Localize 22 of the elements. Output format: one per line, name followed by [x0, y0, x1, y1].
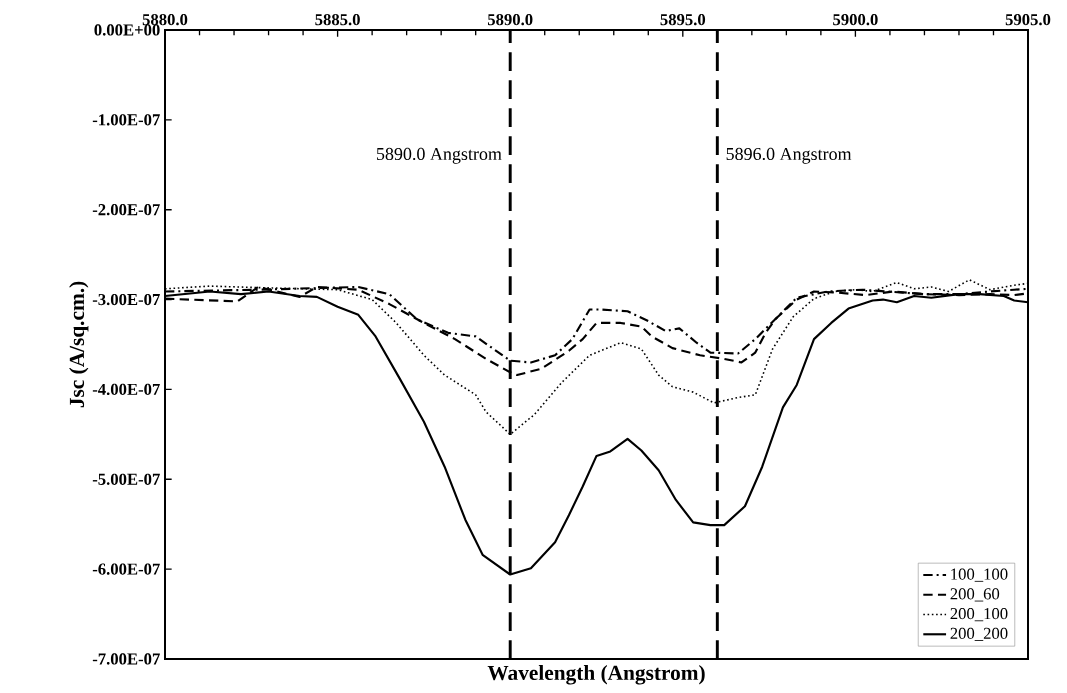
- ref-line-label: 5890.0 Angstrom: [376, 147, 502, 164]
- ref-line-label: 5896.0 Angstrom: [726, 147, 852, 164]
- y-tick-label: -4.00E-07: [92, 383, 160, 396]
- x-tick-label: 5895.0: [660, 13, 706, 26]
- legend-label: 200_60: [950, 588, 1000, 602]
- x-tick-label: 5890.0: [487, 13, 533, 26]
- x-axis-title: Wavelength (Angstrom): [487, 665, 705, 685]
- x-tick-label: 5905.0: [1005, 13, 1051, 26]
- legend-label: 100_100: [951, 568, 1008, 582]
- y-axis-title: Jsc (A/sq.cm.): [69, 281, 89, 408]
- y-tick-label: 0.00E+00: [94, 24, 160, 36]
- legend-label: 200_200: [950, 627, 1008, 641]
- y-tick-label: -6.00E-07: [92, 563, 160, 575]
- y-tick-label: -5.00E-07: [92, 473, 160, 485]
- x-tick-label: 5885.0: [315, 13, 360, 26]
- y-tick-label: -7.00E-07: [92, 653, 160, 665]
- legend-label: 200_100: [950, 607, 1008, 622]
- x-tick-label: 5900.0: [833, 13, 878, 26]
- y-tick-label: -3.00E-07: [92, 293, 160, 306]
- x-tick-label: 5880.0: [142, 13, 188, 26]
- y-tick-label: -2.00E-07: [92, 204, 160, 216]
- y-tick-label: -1.00E-07: [92, 114, 160, 126]
